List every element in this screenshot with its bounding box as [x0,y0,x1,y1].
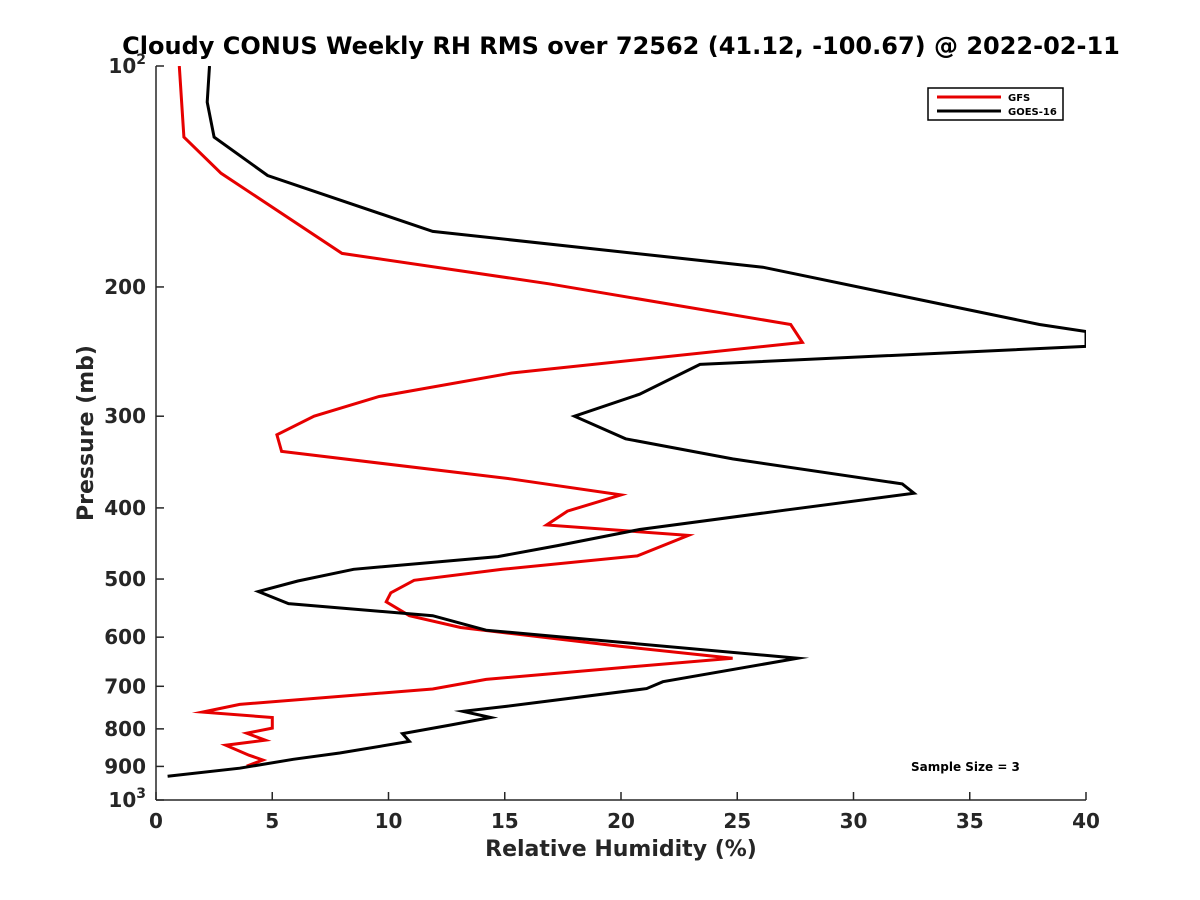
y-tick-label: 400 [104,496,146,520]
chart-title: Cloudy CONUS Weekly RH RMS over 72562 (4… [122,32,1120,60]
x-axis-label: Relative Humidity (%) [485,837,757,862]
y-tick-label: 500 [104,567,146,591]
x-tick-label: 0 [149,809,163,833]
y-tick-label: 102 [108,52,146,78]
y-tick-exponent: 2 [136,52,146,68]
x-tick-label: 15 [491,809,519,833]
x-axis-ticks: 0 5 10 15 20 25 30 35 40 [149,792,1100,833]
legend: GFS GOES-16 [927,87,1064,121]
x-tick-label: 10 [375,809,403,833]
y-tick-base: 10 [108,788,136,812]
y-tick-label: 103 [108,786,146,812]
y-tick-label: 700 [104,674,146,698]
y-tick-label: 600 [104,625,146,649]
y-tick-base: 10 [108,54,136,78]
x-tick-label: 30 [840,809,868,833]
legend-label: GOES-16 [1008,107,1057,118]
sample-size-annotation: Sample Size = 3 [911,760,1020,774]
x-tick-label: 20 [607,809,635,833]
y-axis-label: Pressure (mb) [74,345,99,521]
x-tick-label: 25 [723,809,751,833]
legend-box [927,87,1064,121]
series-line-gfs [177,66,805,768]
y-tick-label: 900 [104,754,146,778]
y-tick-label: 800 [104,717,146,741]
x-tick-label: 5 [265,809,279,833]
y-tick-exponent: 3 [136,786,146,802]
series-line-goes-16 [167,66,1086,778]
legend-label: GFS [1008,93,1030,104]
x-tick-label: 40 [1072,809,1100,833]
x-tick-label: 35 [956,809,984,833]
series-layer [167,66,1086,778]
y-tick-label: 300 [104,404,146,428]
y-tick-label: 200 [104,275,146,299]
